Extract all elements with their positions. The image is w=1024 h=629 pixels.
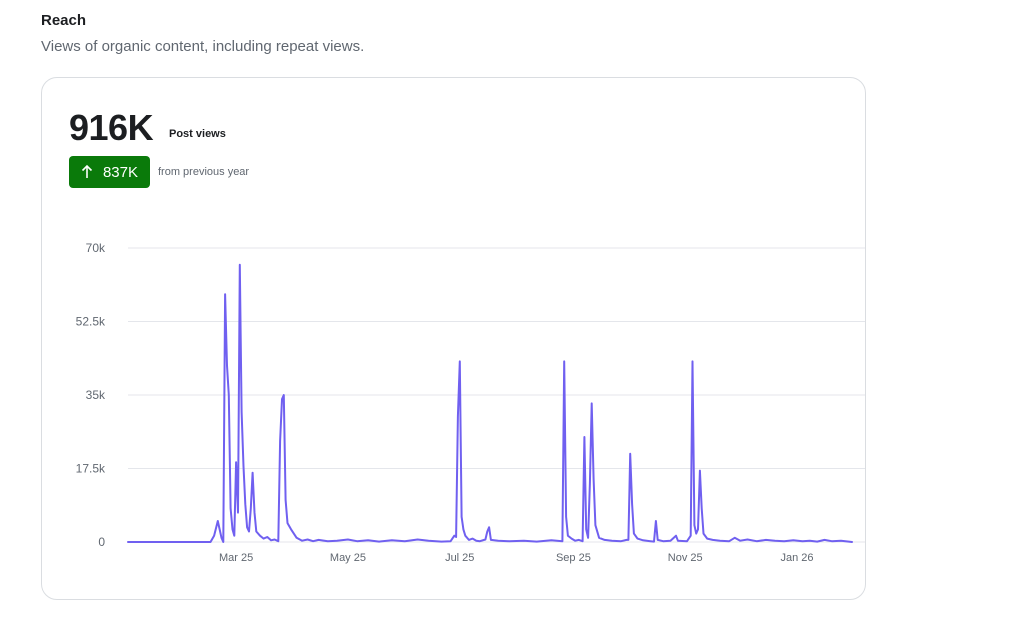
change-caption: from previous year: [158, 166, 250, 178]
arrow-up-icon: [81, 164, 93, 180]
metric-label: Post views: [169, 128, 226, 140]
y-tick-label: 0: [98, 535, 105, 549]
y-tick-label: 52.5k: [76, 315, 106, 329]
x-tick-label: Jul 25: [445, 552, 474, 564]
y-tick-label: 70k: [86, 241, 106, 255]
change-badge: 837K: [69, 156, 150, 188]
y-tick-label: 17.5k: [76, 462, 106, 476]
post-views-line-chart: 0 17.5k 35k 52.5k 70k Mar 25 May 25 Jul 25 Sep 2…: [76, 241, 865, 564]
change-value: 837K: [102, 163, 139, 181]
x-tick-label: Jan 26: [780, 552, 813, 564]
metric-value: 916K: [69, 107, 154, 148]
y-tick-label: 35k: [86, 388, 106, 402]
x-tick-label: Mar 25: [219, 552, 253, 564]
x-tick-label: Nov 25: [668, 552, 703, 564]
section-title: Reach: [41, 12, 87, 29]
series-line: [127, 263, 853, 543]
section-description: Views of organic content, including repe…: [41, 38, 365, 55]
reach-card: 916K Post views 837K from previous year …: [41, 77, 866, 600]
x-tick-label: Sep 25: [556, 552, 591, 564]
x-tick-label: May 25: [330, 552, 366, 564]
